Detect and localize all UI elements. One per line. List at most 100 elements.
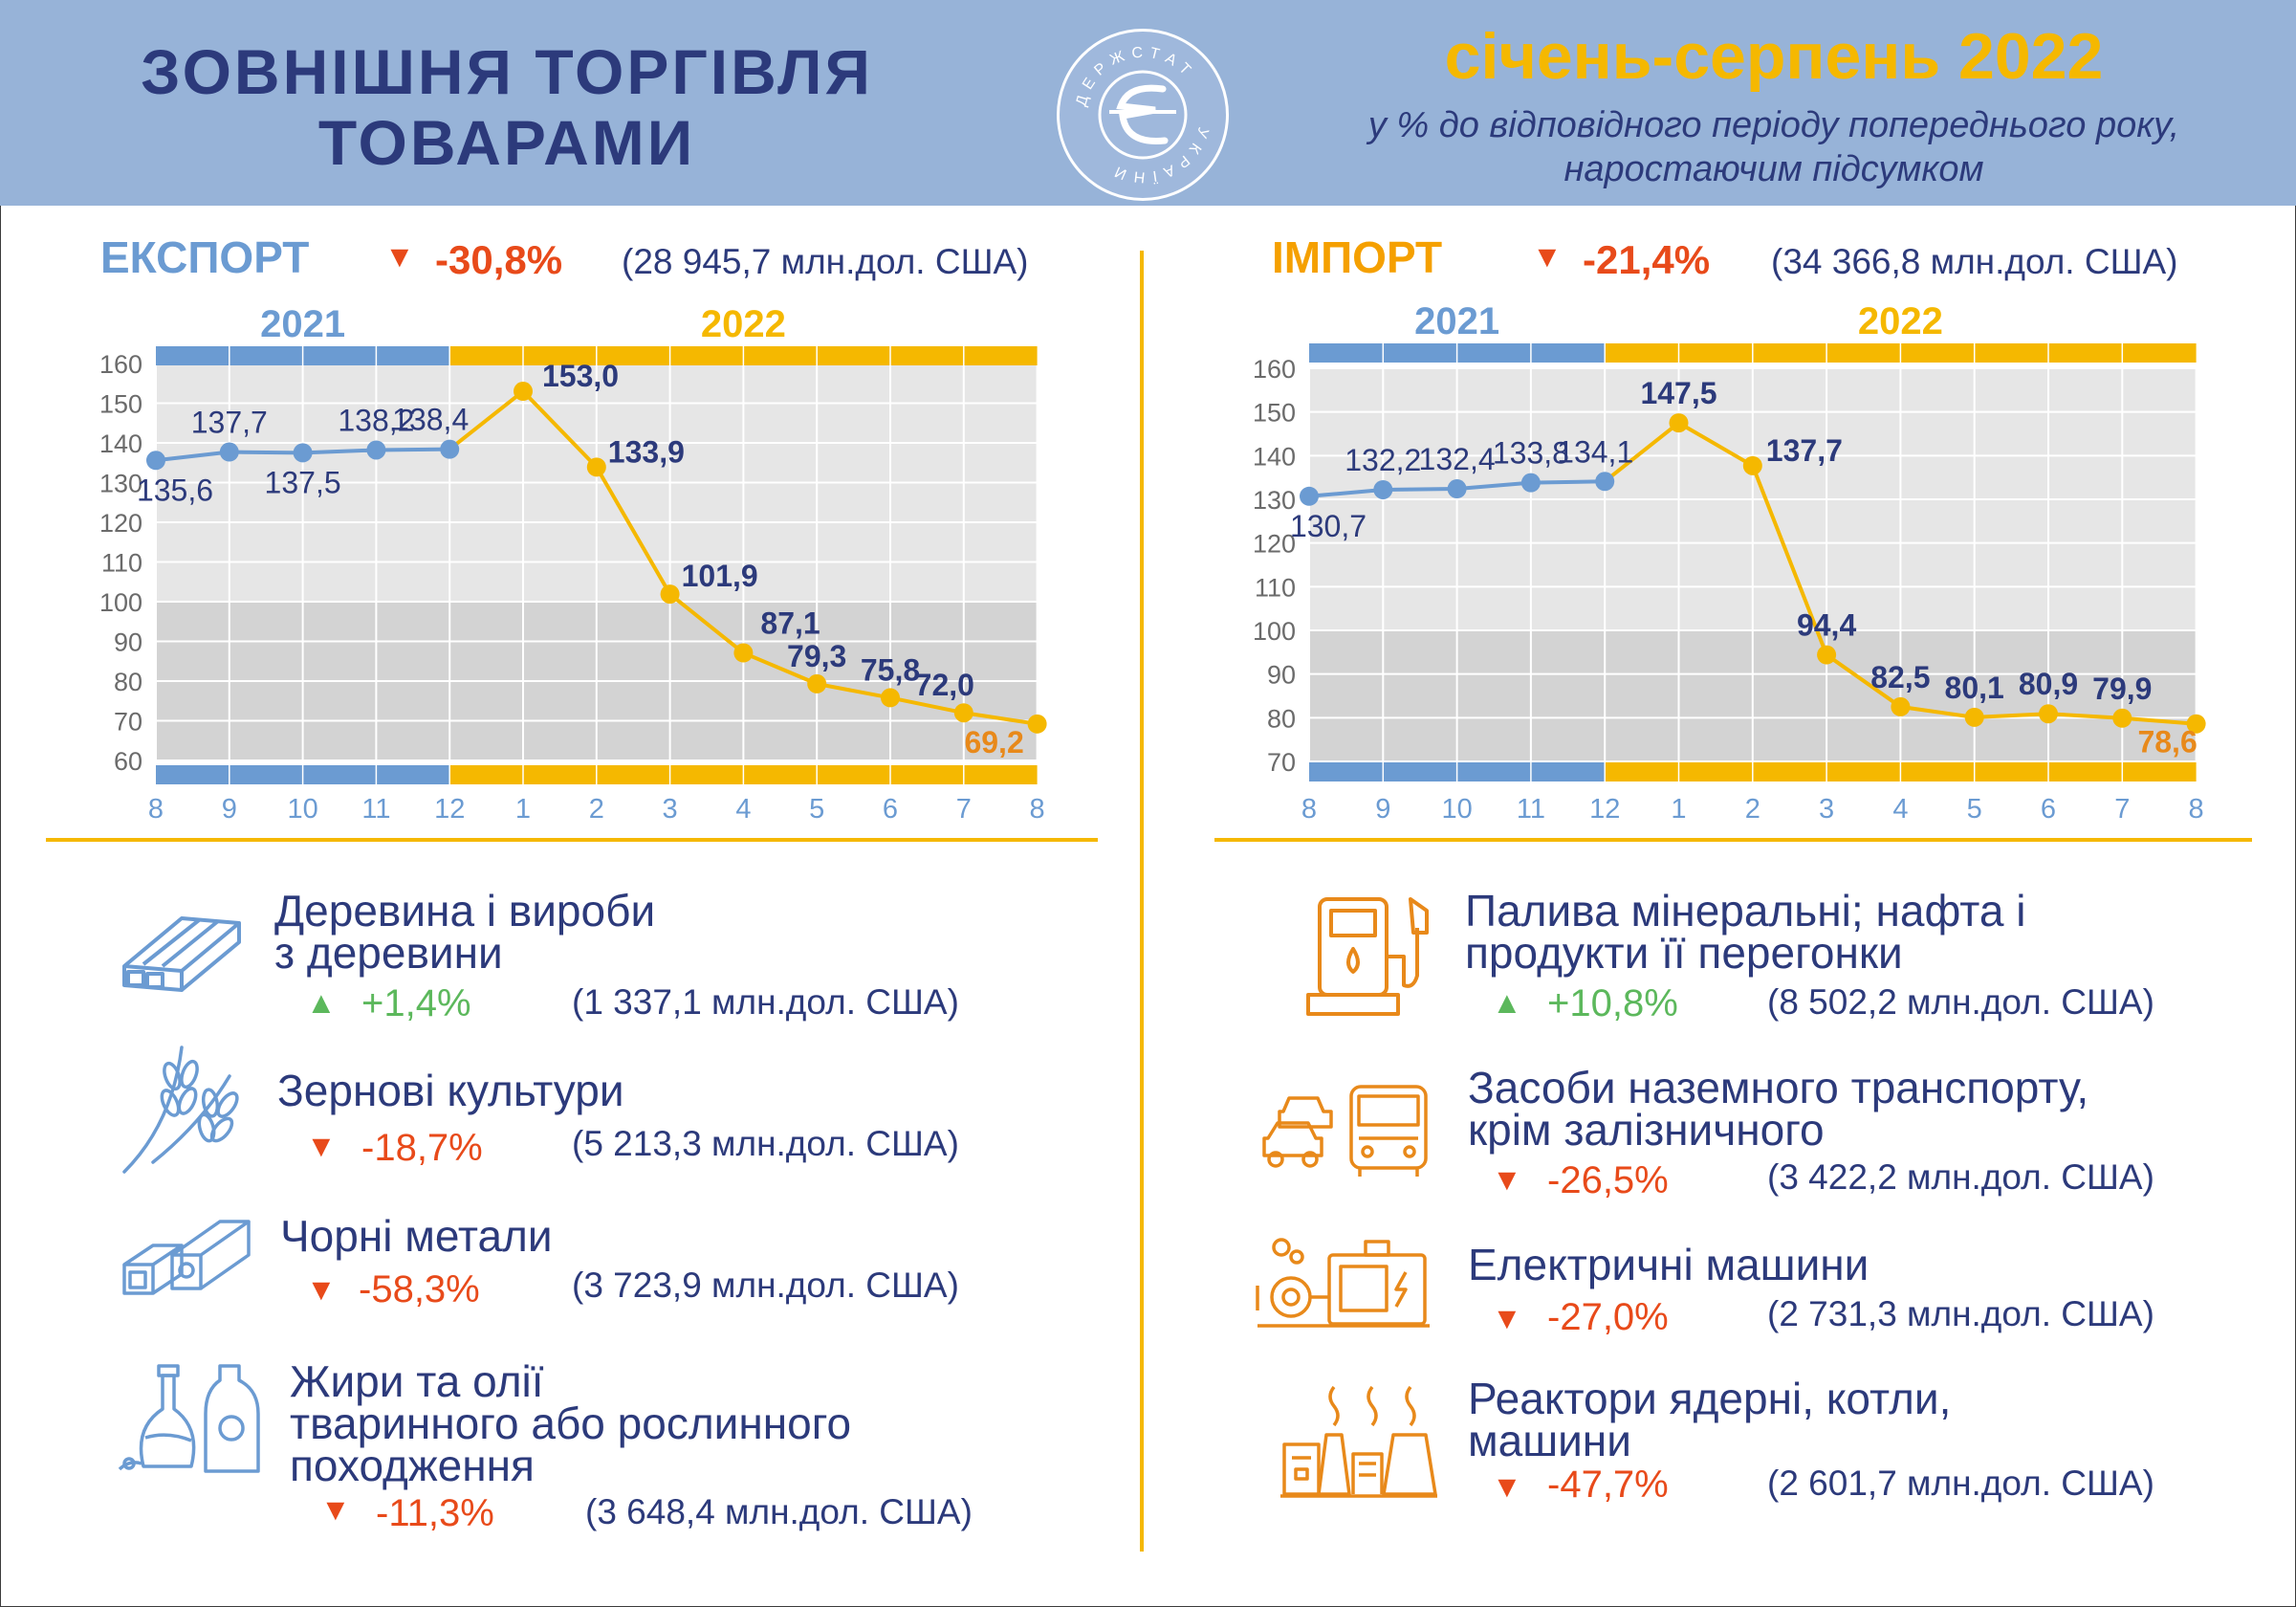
logo-text-top: ДЕРЖСТАТ — [1073, 45, 1198, 108]
export-item-grain-amount: (5 213,3 млн.дол. США) — [572, 1124, 959, 1163]
export-data-label: 69,2 — [964, 725, 1023, 759]
import-ytick-label: 90 — [1267, 661, 1296, 690]
page-title-line1: ЗОВНІШНЯ ТОРГІВЛЯ — [141, 36, 873, 107]
import-xtick-label: 6 — [2041, 794, 2056, 825]
generator-icon — [1253, 1234, 1434, 1344]
import-point — [1373, 479, 1393, 499]
vehicles-icon — [1260, 1079, 1432, 1184]
import-point — [1595, 472, 1615, 492]
page-title-line2: ТОВАРАМИ — [317, 107, 696, 178]
export-item-oil-amount: (3 648,4 млн.дол. США) — [585, 1492, 973, 1531]
import-data-label: 80,1 — [1945, 671, 2004, 705]
import-data-label: 133,8 — [1493, 436, 1569, 471]
import-point — [1964, 707, 1984, 727]
export-point — [1027, 714, 1047, 734]
export-item-grain-name: Зернові культури — [277, 1066, 624, 1115]
import-change: -21,4% — [1583, 237, 1711, 282]
import-ytick-label: 70 — [1267, 748, 1296, 777]
subtitle-line2: наростаючим підсумком — [1563, 149, 1984, 189]
derzhstat-logo: ДЕРЖСТАТ УКРАЇНИ — [1057, 29, 1229, 201]
export-xtick-label: 6 — [883, 794, 898, 825]
power-plant-icon — [1277, 1377, 1439, 1507]
import-amount: (34 366,8 млн.дол. США) — [1771, 242, 2178, 281]
import-xtick-label: 5 — [1967, 794, 1982, 825]
import-xtick-label: 9 — [1375, 794, 1390, 825]
export-change: -30,8% — [435, 237, 563, 282]
import-ytick-label: 100 — [1253, 617, 1296, 646]
oil-bottle-icon — [115, 1356, 268, 1486]
export-title: ЕКСПОРТ — [100, 232, 310, 282]
import-item-transport-amount: (3 422,2 млн.дол. США) — [1767, 1157, 2154, 1197]
export-ytick-label: 160 — [99, 350, 142, 379]
down-arrow-icon: ▼ — [306, 1129, 337, 1163]
export-ytick-label: 70 — [114, 708, 142, 737]
up-arrow-icon: ▲ — [1492, 985, 1522, 1020]
up-arrow-icon: ▲ — [306, 985, 337, 1020]
export-ytick-label: 120 — [99, 509, 142, 538]
export-amount: (28 945,7 млн.дол. США) — [622, 242, 1029, 281]
wood-icon — [115, 899, 249, 1009]
import-data-label: 137,7 — [1766, 433, 1843, 468]
import-item-fuel-line2: продукти її перегонки — [1465, 928, 1903, 978]
export-divider — [46, 838, 1098, 842]
export-xtick-label: 8 — [148, 794, 164, 825]
export-item-wood-amount: (1 337,1 млн.дол. США) — [572, 982, 959, 1022]
import-xtick-label: 2 — [1745, 794, 1760, 825]
import-data-label: 147,5 — [1640, 376, 1717, 410]
import-data-label: 134,1 — [1557, 434, 1633, 469]
import-item-reactor-name: Реактори ядерні, котли, машини — [1468, 1374, 1952, 1463]
export-xtick-label: 12 — [434, 794, 465, 825]
import-xtick-label: 10 — [1441, 794, 1472, 825]
import-ytick-label: 80 — [1267, 704, 1296, 733]
import-xtick-label: 8 — [2189, 794, 2204, 825]
export-ytick-label: 100 — [99, 588, 142, 617]
import-data-label: 79,9 — [2092, 671, 2152, 706]
export-item-oil-line2: тваринного або рослинного — [290, 1398, 852, 1448]
export-point — [219, 442, 239, 462]
export-data-label: 138,4 — [392, 403, 469, 437]
import-year-label-2021: 2021 — [1414, 300, 1499, 342]
center-divider — [1140, 251, 1144, 1552]
export-data-label: 72,0 — [915, 668, 974, 702]
logo-emblem-icon: ДЕРЖСТАТ УКРАЇНИ — [1073, 45, 1204, 186]
export-down-arrow-icon: ▼ — [384, 239, 415, 274]
export-point — [953, 703, 973, 723]
export-point — [733, 643, 754, 663]
export-point — [586, 457, 606, 477]
import-xtick-label: 4 — [1892, 794, 1908, 825]
export-xtick-label: 2 — [589, 794, 604, 825]
import-year-label-2022: 2022 — [1858, 300, 1943, 342]
export-xtick-label: 10 — [287, 794, 317, 825]
import-item-electric-change: -27,0% — [1547, 1296, 1669, 1338]
import-ytick-label: 160 — [1253, 355, 1296, 384]
export-point — [881, 688, 900, 708]
import-item-fuel-name: Палива мінеральні; нафта і продукти її п… — [1465, 889, 2025, 978]
export-xtick-label: 7 — [956, 794, 972, 825]
export-year-label-2022: 2022 — [701, 303, 786, 345]
export-ytick-label: 140 — [99, 429, 142, 458]
import-divider — [1214, 838, 2252, 842]
import-item-reactor-line1: Реактори ядерні, котли, — [1468, 1374, 1952, 1423]
export-point — [146, 451, 165, 471]
export-item-oil-line3: походження — [290, 1441, 535, 1490]
export-point — [293, 443, 313, 463]
export-point — [807, 673, 827, 693]
export-point — [440, 439, 460, 459]
export-ytick-label: 90 — [114, 628, 142, 657]
export-item-wood-change: +1,4% — [361, 982, 471, 1024]
import-point — [1817, 645, 1837, 665]
export-item-oil-change: -11,3% — [376, 1492, 494, 1534]
export-data-label: 75,8 — [861, 652, 920, 687]
wheat-icon — [115, 1028, 249, 1186]
export-item-metal-name: Чорні метали — [280, 1211, 553, 1261]
import-point — [2112, 708, 2132, 728]
down-arrow-icon: ▼ — [1492, 1301, 1522, 1335]
export-ytick-label: 80 — [114, 668, 142, 696]
down-arrow-icon: ▼ — [1492, 1469, 1522, 1504]
down-arrow-icon: ▼ — [1492, 1162, 1522, 1197]
page-title: ЗОВНІШНЯ ТОРГІВЛЯ ТОВАРАМИ — [91, 36, 923, 178]
import-point — [1891, 696, 1911, 716]
export-xtick-label: 5 — [809, 794, 824, 825]
